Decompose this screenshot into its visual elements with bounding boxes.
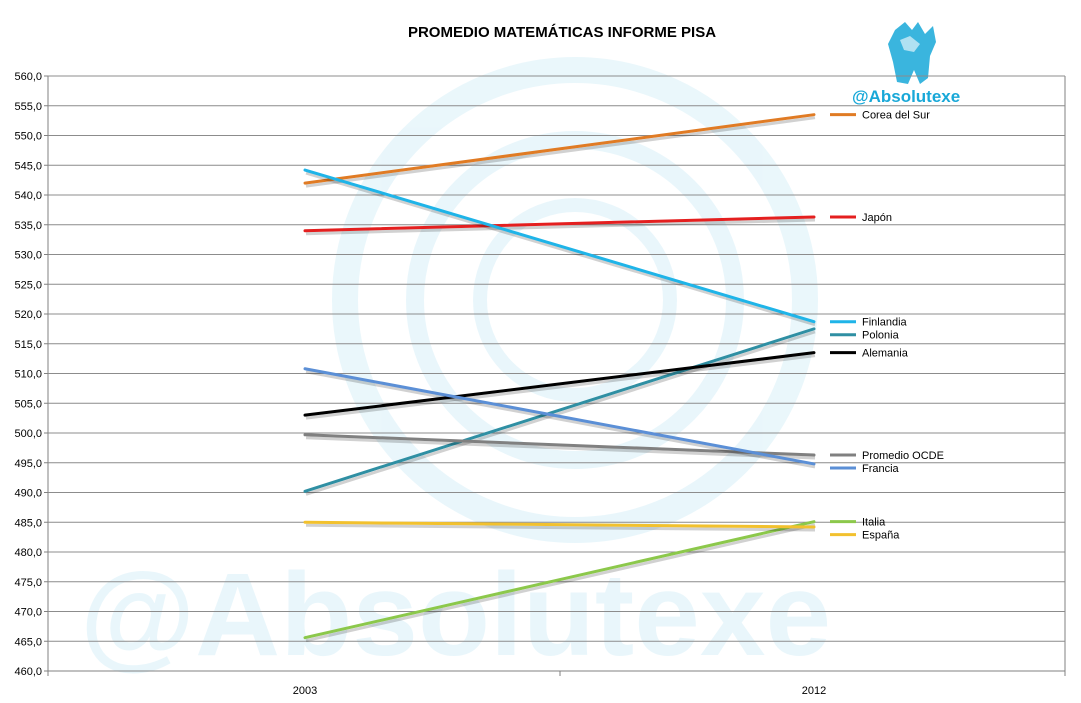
y-tick-label: 540,0 [14,190,42,202]
series-line-promedio-ocde [303,433,816,457]
y-tick-label: 545,0 [14,160,42,172]
chart-title: PROMEDIO MATEMÁTICAS INFORME PISA [408,24,716,41]
series-line-corea-del-sur [303,113,816,185]
y-tick-label: 470,0 [14,607,42,619]
watermark-text: @Absolutexe [80,549,831,681]
y-tick-label: 500,0 [14,428,42,440]
legend-label: Finlandia [862,317,908,329]
y-tick-label: 560,0 [14,71,42,83]
legend-label: Francia [862,463,900,475]
brand-handle: @Absolutexe [852,87,960,106]
series-shadow-italia [305,523,816,643]
y-tick-label: 555,0 [14,101,42,113]
legend-item-polonia: Polonia [830,330,900,342]
series-shadow-alemania [305,354,816,420]
series-line-francia [303,367,816,466]
series-shadow-espana [305,523,816,532]
y-tick-label: 485,0 [14,517,42,529]
legend-item-japon: Japón [830,212,892,224]
legend-label: Italia [862,517,886,529]
x-tick-label: 2012 [802,685,826,697]
y-tick-label: 515,0 [14,339,42,351]
series-shadow-promedio-ocde [305,436,816,460]
legend-label: Promedio OCDE [862,450,944,462]
y-tick-label: 535,0 [14,220,42,232]
series-line-japon [303,215,816,233]
y-tick-label: 550,0 [14,131,42,143]
y-tick-label: 505,0 [14,398,42,410]
y-tick-label: 460,0 [14,666,42,678]
legend-item-alemania: Alemania [830,348,909,360]
series-shadow-polonia [305,330,816,496]
griffin-logo-icon [888,22,936,84]
legend-item-francia: Francia [830,463,900,475]
legend-item-italia: Italia [830,517,886,529]
series-shadow-finlandia [305,171,816,327]
y-tick-label: 465,0 [14,636,42,648]
y-tick-label: 520,0 [14,309,42,321]
series-line-italia [303,520,816,640]
legend-label: Corea del Sur [862,110,930,122]
legend-item-promedio-ocde: Promedio OCDE [830,450,944,462]
y-tick-label: 475,0 [14,577,42,589]
y-tick-label: 490,0 [14,488,42,500]
y-tick-label: 525,0 [14,279,42,291]
x-tick-label: 2003 [293,685,317,697]
legend-item-finlandia: Finlandia [830,317,908,329]
y-axis-ticks: 460,0 465,0 470,0 475,0 480,0 485,0 490,0 495,0… [14,71,48,678]
series-line-finlandia [303,168,816,324]
legend-label: Alemania [862,348,909,360]
series-lines [303,113,816,643]
y-tick-label: 510,0 [14,369,42,381]
series-shadow-francia [305,370,816,469]
y-tick-label: 480,0 [14,547,42,559]
series-line-alemania [303,351,816,417]
legend-label: Japón [862,212,892,224]
legend-label: Polonia [862,330,900,342]
legend-item-corea-del-sur: Corea del Sur [830,110,930,122]
legend-label: España [862,530,900,542]
watermark: @Absolutexe [80,57,831,681]
series-line-polonia [303,327,816,493]
x-axis-ticks: 2003 2012 [47,671,1066,697]
series-shadow-japon [305,218,816,236]
y-tick-label: 530,0 [14,250,42,262]
series-line-espana [303,520,816,529]
y-tick-label: 495,0 [14,458,42,470]
series-shadow-corea-del-sur [305,116,816,188]
legend-item-espana: España [830,530,900,542]
